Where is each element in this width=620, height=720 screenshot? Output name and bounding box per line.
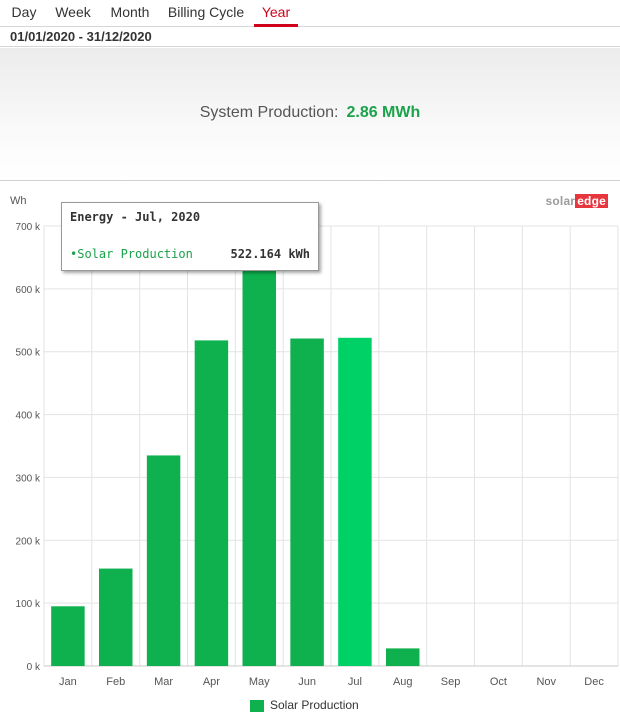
tab-day[interactable]: Day bbox=[11, 4, 37, 20]
legend-label: Solar Production bbox=[270, 698, 359, 712]
legend-swatch bbox=[250, 699, 264, 712]
tab-billing-cycle[interactable]: Billing Cycle bbox=[167, 4, 245, 20]
production-summary: System Production: 2.86 MWh bbox=[0, 48, 620, 181]
bar-mar bbox=[146, 455, 181, 666]
tooltip-value: 522.164 kWh bbox=[230, 247, 310, 261]
chart-legend[interactable]: Solar Production bbox=[250, 697, 359, 713]
chart-tooltip: Energy - Jul, 2020 •Solar Production 522… bbox=[61, 202, 319, 271]
x-tick-label: Apr bbox=[203, 676, 220, 688]
logo-text: solar bbox=[545, 194, 576, 208]
y-tick-label: 500 k bbox=[16, 348, 41, 359]
y-tick-label: 200 k bbox=[16, 536, 41, 547]
tab-month[interactable]: Month bbox=[110, 4, 150, 20]
x-tick-label: Jan bbox=[59, 676, 77, 688]
x-tick-label: Sep bbox=[441, 676, 461, 688]
period-tabs: Day Week Month Billing Cycle Year bbox=[0, 0, 620, 27]
y-tick-label: 0 k bbox=[27, 662, 41, 673]
x-tick-label: Aug bbox=[393, 676, 413, 688]
y-tick-label: 100 k bbox=[16, 599, 41, 610]
tooltip-series-label: •Solar Production bbox=[70, 247, 193, 261]
y-tick-label: 400 k bbox=[16, 411, 41, 422]
x-tick-label: Oct bbox=[490, 676, 507, 688]
bar-may bbox=[242, 241, 276, 667]
tab-week[interactable]: Week bbox=[55, 4, 91, 20]
bar-apr bbox=[194, 340, 229, 666]
tab-year[interactable]: Year bbox=[254, 0, 298, 27]
x-tick-label: Dec bbox=[584, 676, 604, 688]
summary-line: System Production: 2.86 MWh bbox=[0, 104, 620, 122]
bar-feb bbox=[99, 568, 133, 666]
x-tick-label: Jun bbox=[298, 676, 316, 688]
x-tick-label: Nov bbox=[536, 676, 556, 688]
y-tick-label: 600 k bbox=[16, 285, 41, 296]
logo-highlight: edge bbox=[575, 194, 608, 208]
x-tick-label: Feb bbox=[106, 676, 125, 688]
y-tick-label: 300 k bbox=[16, 473, 41, 484]
x-tick-label: May bbox=[249, 676, 270, 688]
solaredge-logo: solar edge bbox=[545, 194, 608, 208]
x-tick-label: Mar bbox=[154, 676, 173, 688]
y-axis-unit-label: Wh bbox=[10, 195, 27, 207]
date-range: 01/01/2020 - 31/12/2020 bbox=[0, 27, 620, 47]
energy-chart: Wh 0 k 100 k 200 k 300 k 400 k 500 k 600 k 700 k… bbox=[0, 181, 620, 720]
y-tick-label: 700 k bbox=[16, 222, 41, 233]
bar-jul bbox=[338, 337, 372, 666]
bar-jan bbox=[51, 606, 85, 666]
x-tick-label: Jul bbox=[348, 676, 362, 688]
summary-label: System Production: bbox=[199, 104, 339, 121]
bar-aug bbox=[386, 648, 420, 666]
tooltip-title: Energy - Jul, 2020 bbox=[70, 210, 201, 224]
bar-jun bbox=[290, 338, 324, 666]
summary-value: 2.86 MWh bbox=[346, 104, 421, 121]
